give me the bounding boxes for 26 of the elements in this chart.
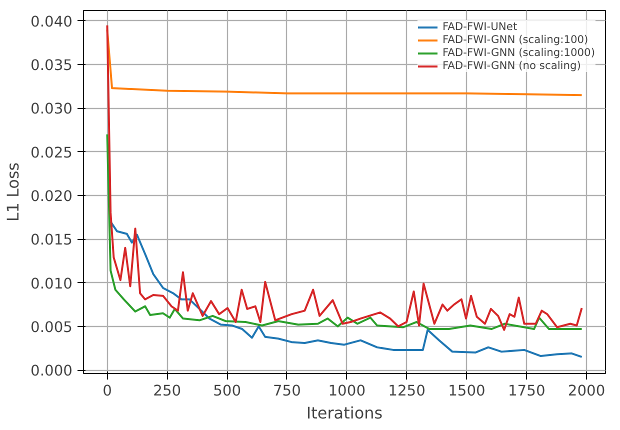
y-tick-label: 0.035 — [30, 57, 73, 74]
x-tick-label: 1250 — [388, 382, 426, 400]
y-tick-label: 0.000 — [30, 362, 73, 380]
x-tick-label: 1750 — [508, 382, 546, 400]
legend-label: FAD-FWI-GNN (scaling:100) — [442, 33, 588, 46]
x-tick-label: 0 — [102, 382, 112, 400]
y-tick-label: 0.015 — [30, 232, 73, 249]
x-tick-label: 750 — [272, 382, 301, 400]
y-axis-title: L1 Loss — [4, 162, 23, 222]
y-tick-label: 0.025 — [30, 144, 73, 162]
x-tick-label: 250 — [153, 382, 182, 400]
y-tick-label: 0.010 — [30, 275, 73, 292]
x-tick-label: 2000 — [568, 382, 606, 400]
y-tick-label: 0.030 — [30, 100, 73, 118]
legend-label: FAD-FWI-GNN (scaling:1000) — [442, 46, 595, 59]
legend-label: FAD-FWI-GNN (no scaling) — [442, 59, 581, 72]
y-tick-label: 0.005 — [30, 318, 73, 336]
line-series — [110, 220, 583, 358]
x-tick-label: 500 — [213, 382, 242, 400]
y-tick-label: 0.020 — [30, 188, 73, 205]
legend-label: FAD-FWI-UNet — [442, 20, 518, 33]
x-tick-label: 1000 — [328, 382, 366, 400]
x-axis-title: Iterations — [306, 404, 383, 422]
y-tick-label: 0.040 — [30, 13, 73, 30]
line-series — [106, 133, 583, 330]
x-tick-label: 1500 — [448, 382, 486, 400]
